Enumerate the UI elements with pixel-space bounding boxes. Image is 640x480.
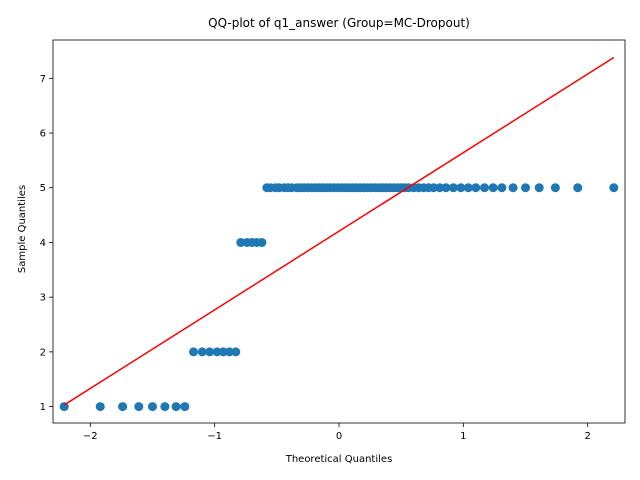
data-point xyxy=(95,402,105,412)
chart-title: QQ-plot of q1_answer (Group=MC-Dropout) xyxy=(208,16,470,30)
reference-line xyxy=(63,56,615,406)
y-tick-label: 4 xyxy=(40,238,46,249)
data-point xyxy=(257,237,267,247)
data-point xyxy=(609,183,619,193)
data-point xyxy=(189,347,199,357)
data-point xyxy=(479,183,489,193)
data-point xyxy=(534,183,544,193)
y-tick-label: 5 xyxy=(40,183,46,194)
y-tick-label: 2 xyxy=(40,347,46,358)
data-point xyxy=(508,183,518,193)
plot-area xyxy=(59,56,619,412)
x-tick-label: 2 xyxy=(585,431,591,442)
y-axis-label: Sample Quantiles xyxy=(17,185,28,273)
data-point xyxy=(218,347,228,357)
data-point xyxy=(231,347,241,357)
data-point xyxy=(118,402,128,412)
data-point xyxy=(448,183,458,193)
data-point xyxy=(429,183,438,193)
data-point xyxy=(197,347,207,357)
data-point xyxy=(134,402,144,412)
x-tick-label: 1 xyxy=(460,431,466,442)
data-point xyxy=(171,402,181,412)
y-tick-label: 6 xyxy=(40,129,46,140)
x-tick-label: −2 xyxy=(83,431,98,442)
x-axis-label: Theoretical Quantiles xyxy=(285,454,393,465)
data-point xyxy=(147,402,157,412)
data-point xyxy=(456,183,466,193)
data-point xyxy=(435,183,445,193)
data-point xyxy=(212,347,222,357)
data-point xyxy=(550,183,560,193)
x-tick-label: 0 xyxy=(336,431,342,442)
y-tick-label: 1 xyxy=(40,402,46,413)
data-point xyxy=(225,347,235,357)
data-point xyxy=(521,183,531,193)
data-point xyxy=(236,237,246,247)
x-tick-label: −1 xyxy=(207,431,222,442)
data-point xyxy=(180,402,190,412)
data-point xyxy=(573,183,583,193)
x-axis: −2 −1 0 1 2 xyxy=(83,423,591,442)
data-point xyxy=(205,347,215,357)
data-point xyxy=(463,183,473,193)
data-point xyxy=(471,183,481,193)
data-point xyxy=(441,183,451,193)
y-axis: 1 2 3 4 5 6 7 xyxy=(40,74,53,413)
data-point xyxy=(488,183,498,193)
y-tick-label: 3 xyxy=(40,293,46,304)
y-tick-label: 7 xyxy=(40,74,46,85)
data-point xyxy=(497,183,507,193)
data-point xyxy=(160,402,170,412)
